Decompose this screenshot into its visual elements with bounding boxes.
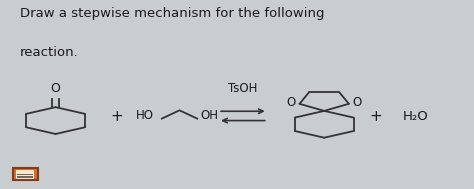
Text: H₂O: H₂O (403, 110, 429, 123)
Text: O: O (353, 96, 362, 109)
Text: +: + (110, 109, 123, 124)
Text: O: O (286, 96, 296, 109)
Text: Draw a stepwise mechanism for the following: Draw a stepwise mechanism for the follow… (20, 7, 325, 20)
Text: HO: HO (136, 109, 154, 122)
Text: reaction.: reaction. (20, 46, 79, 59)
Text: TsOH: TsOH (228, 81, 258, 94)
Text: OH: OH (200, 109, 218, 122)
FancyBboxPatch shape (13, 168, 37, 180)
FancyBboxPatch shape (16, 170, 34, 179)
Text: +: + (370, 109, 383, 124)
Text: O: O (51, 82, 61, 95)
